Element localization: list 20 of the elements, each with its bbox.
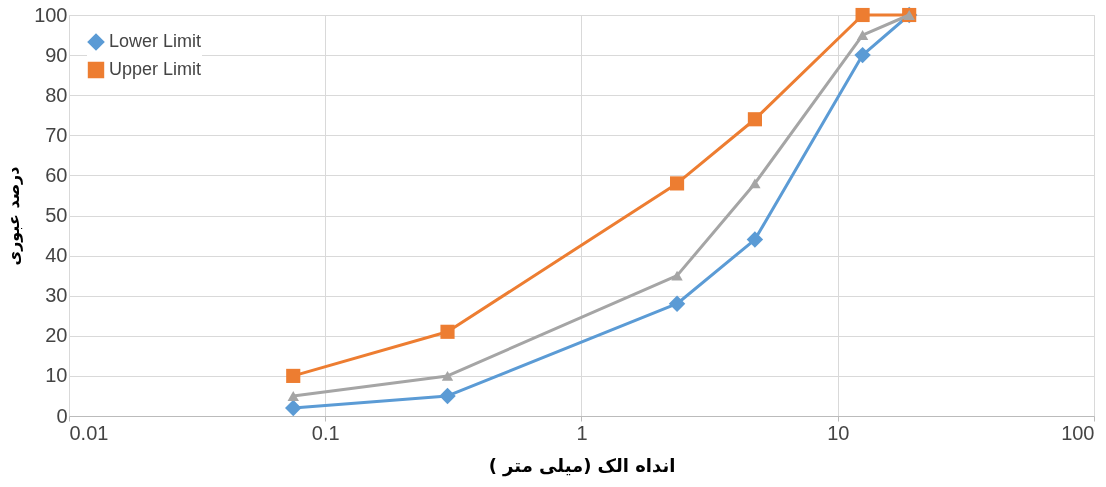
x-axis-title: انداه الک (میلی متر )	[488, 454, 676, 477]
x-tick-label: 10	[827, 421, 850, 444]
y-tick-label: 80	[45, 83, 68, 106]
y-tick-label: 10	[45, 364, 68, 387]
x-tick-label: 0.01	[69, 421, 109, 444]
y-tick-label: 70	[45, 123, 68, 146]
x-tick-label: 0.1	[311, 421, 340, 444]
y-tick-label: 0	[56, 404, 68, 427]
y-tick-label: 100	[34, 3, 68, 26]
legend-label: Lower Limit	[109, 31, 202, 51]
y-tick-label: 40	[45, 244, 68, 267]
y-tick-label: 20	[45, 324, 68, 347]
x-tick-label: 100	[1061, 421, 1095, 444]
y-tick-label: 30	[45, 284, 68, 307]
y-tick-label: 50	[45, 204, 68, 226]
legend-label: Upper Limit	[109, 59, 202, 79]
y-axis-title: درصد عبوری	[4, 166, 24, 266]
y-tick-label: 60	[45, 163, 68, 186]
y-tick-label: 90	[45, 43, 68, 66]
x-tick-label: 1	[576, 421, 588, 444]
